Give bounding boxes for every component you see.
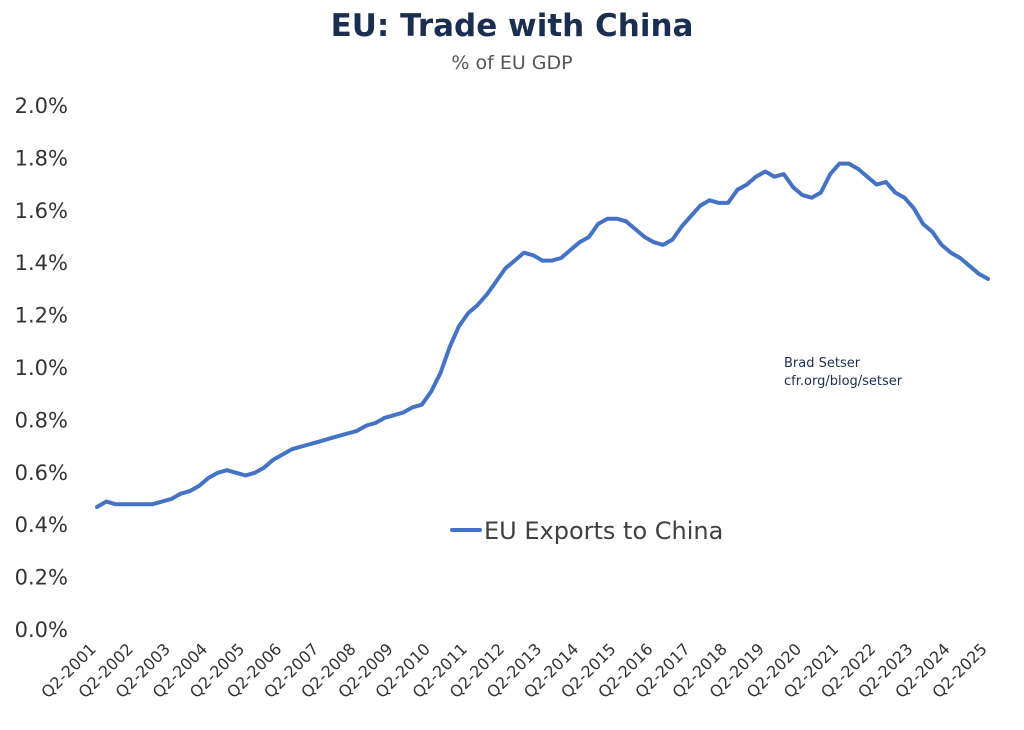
y-tick-label: 1.6% bbox=[15, 199, 68, 223]
y-axis-ticks: 0.0% 0.2% 0.4% 0.6% 0.8% 1.0% 1.2% 1.4% 1.6% 1.8%… bbox=[15, 94, 68, 642]
y-tick-label: 0.8% bbox=[15, 408, 68, 432]
legend: EU Exports to China bbox=[450, 517, 723, 545]
y-tick-label: 1.4% bbox=[15, 251, 68, 275]
author-annotation: Brad Setser cfr.org/blog/setser bbox=[784, 356, 903, 389]
y-tick-label: 0.4% bbox=[15, 513, 68, 537]
legend-label: EU Exports to China bbox=[484, 517, 723, 545]
y-tick-label: 0.6% bbox=[15, 461, 68, 485]
annotation-line-author: Brad Setser bbox=[784, 356, 861, 371]
y-tick-label: 1.8% bbox=[15, 146, 68, 170]
x-axis-ticks: Q2-2001Q2-2002Q2-2003Q2-2004Q2-2005Q2-20… bbox=[37, 639, 990, 701]
y-tick-label: 1.0% bbox=[15, 356, 68, 380]
chart-subtitle: % of EU GDP bbox=[451, 52, 573, 74]
series-layer bbox=[95, 161, 990, 509]
annotation-line-url: cfr.org/blog/setser bbox=[784, 374, 903, 389]
y-tick-label: 1.2% bbox=[15, 304, 68, 328]
y-tick-label: 0.2% bbox=[15, 566, 68, 590]
series-line-eu-exports-to-china bbox=[95, 161, 990, 509]
chart-title: EU: Trade with China bbox=[330, 8, 694, 44]
y-tick-label: 2.0% bbox=[15, 94, 68, 118]
y-tick-label: 0.0% bbox=[15, 618, 68, 642]
